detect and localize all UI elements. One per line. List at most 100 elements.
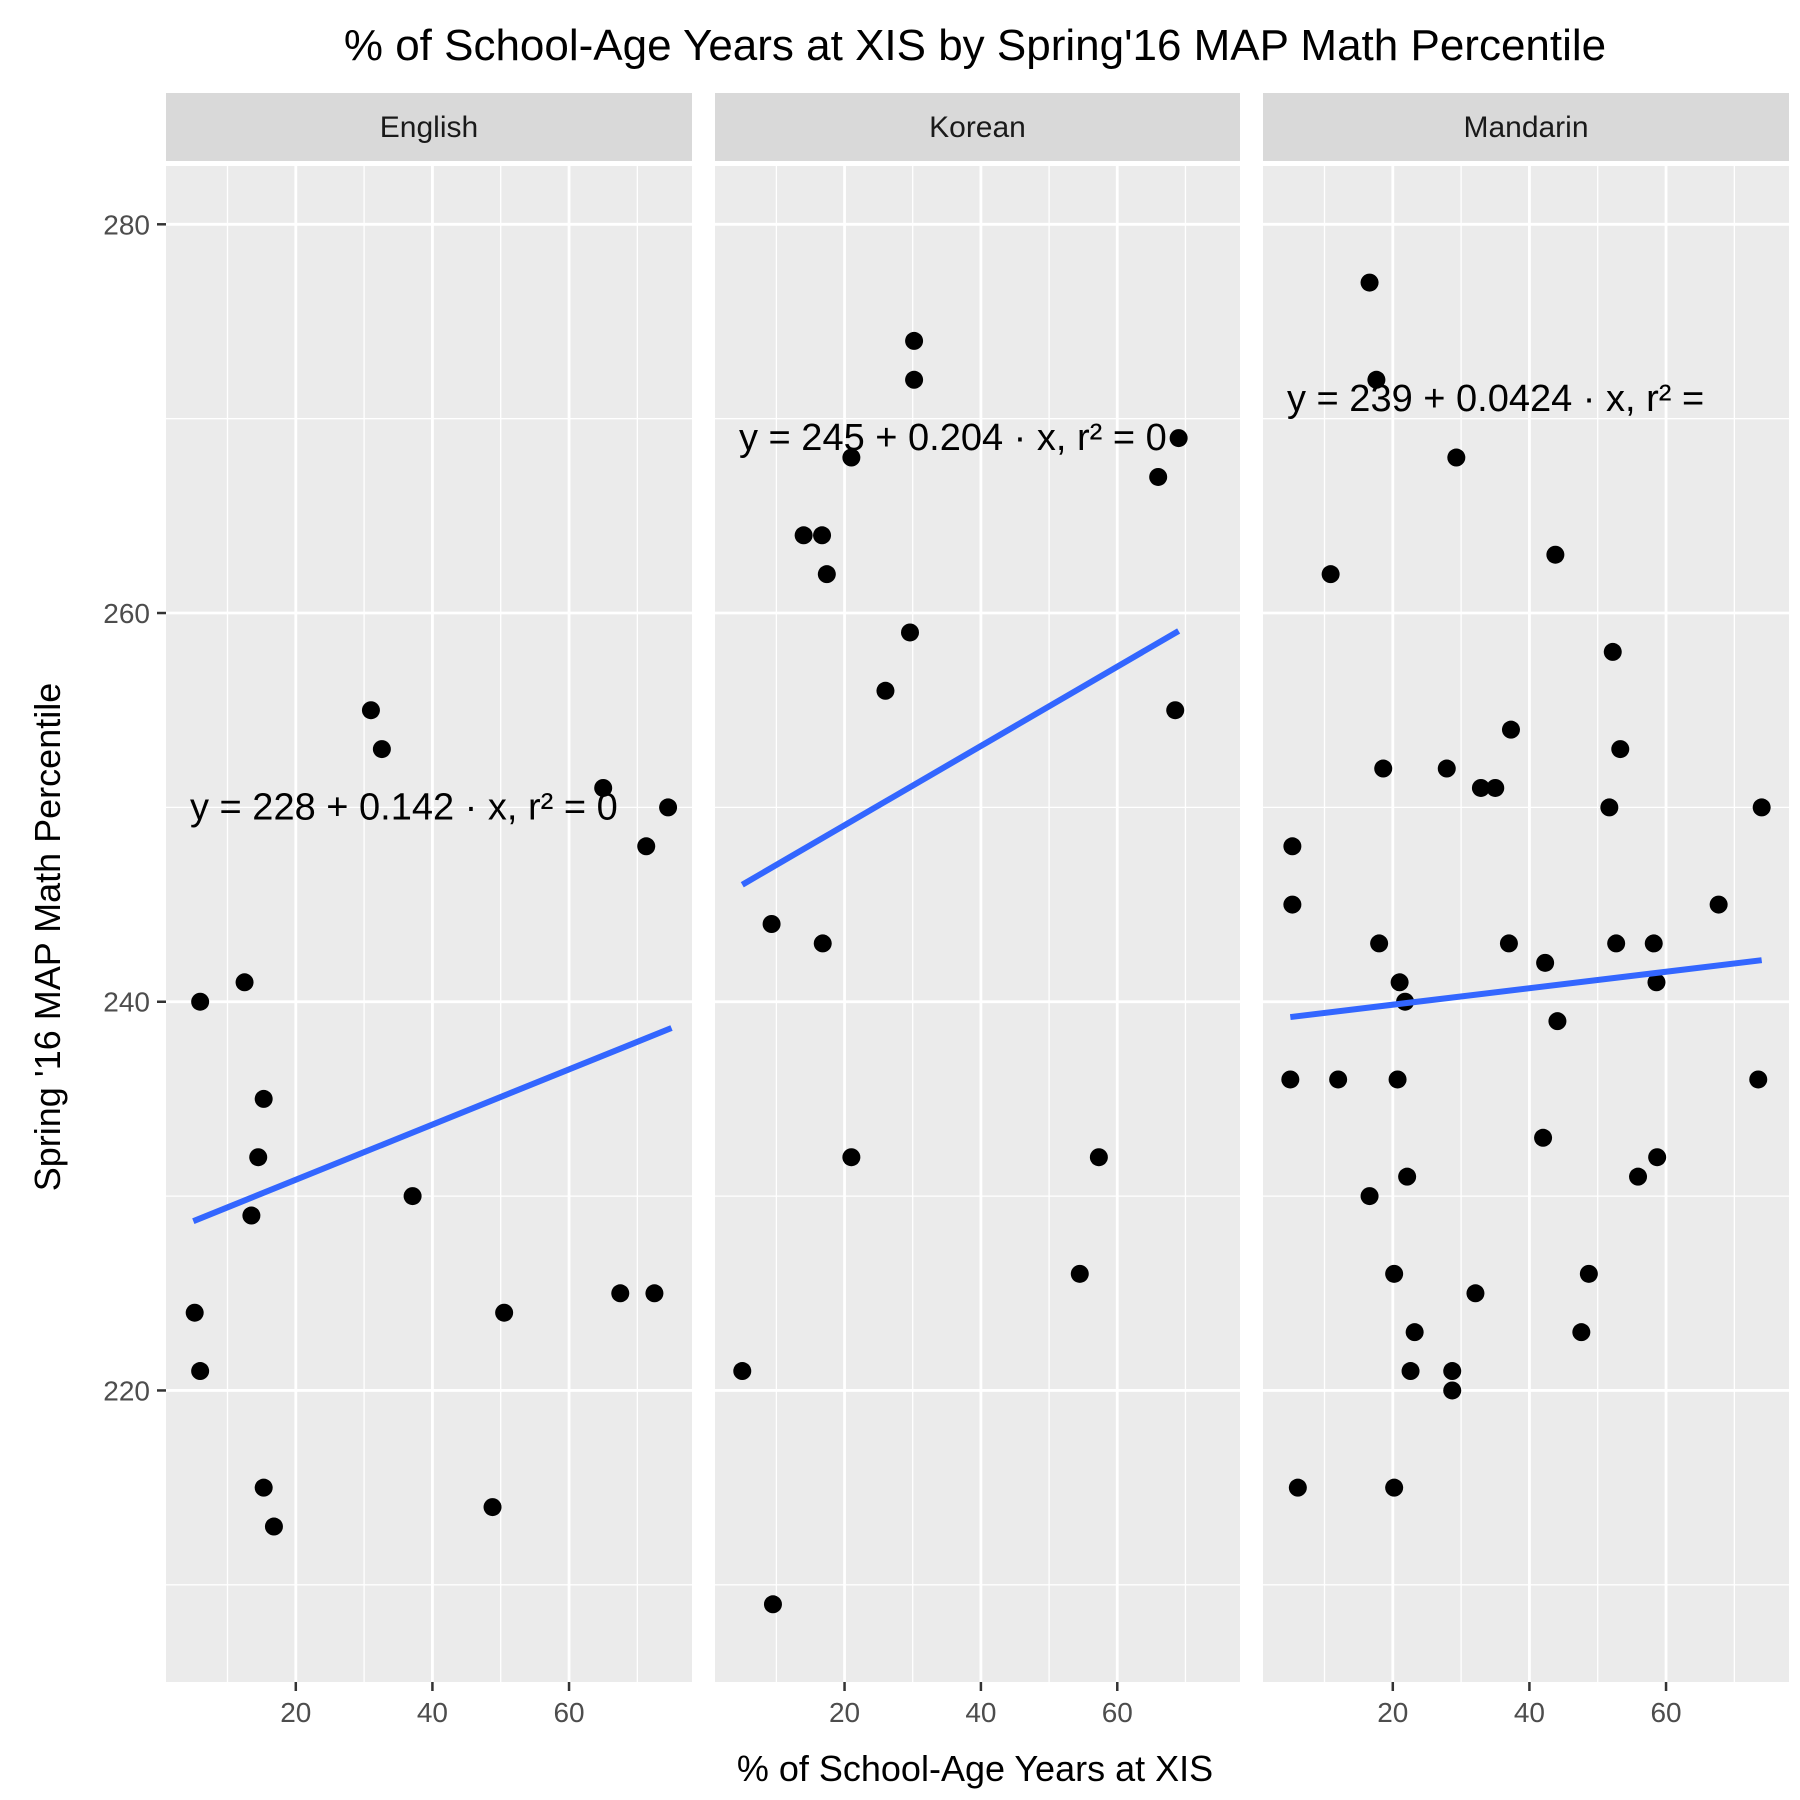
data-point	[1367, 370, 1386, 389]
data-point	[794, 526, 813, 545]
data-point	[1281, 1070, 1300, 1089]
data-point	[1390, 973, 1409, 992]
regression-line	[1289, 957, 1763, 1021]
chart-title: % of School-Age Years at XIS by Spring'1…	[344, 21, 1606, 70]
facet-mandarin: Mandarin y = 239 + 0.0424 · x, r² =	[1263, 93, 1789, 1682]
data-point	[403, 1187, 422, 1206]
data-point	[191, 1362, 210, 1381]
data-point	[1360, 1187, 1379, 1206]
x-tick-label: 40	[1514, 1697, 1545, 1728]
x-tick-label: 20	[280, 1697, 311, 1728]
data-point	[1501, 720, 1520, 739]
data-point	[813, 526, 832, 545]
data-point	[733, 1362, 752, 1381]
x-tick-label: 40	[417, 1697, 448, 1728]
data-point	[637, 837, 656, 856]
data-point	[1398, 1167, 1417, 1186]
data-point	[842, 1148, 861, 1167]
data-point	[495, 1303, 514, 1322]
data-point	[1644, 934, 1663, 953]
data-point	[235, 973, 254, 992]
data-point	[1283, 895, 1302, 914]
regression-equation: y = 245 + 0.204 · x, r² = 0	[739, 417, 1167, 459]
data-point	[1321, 565, 1340, 584]
data-point	[1405, 1323, 1424, 1342]
x-tick-label: 60	[553, 1697, 584, 1728]
x-tick-label: 60	[1650, 1697, 1681, 1728]
data-point	[1648, 1148, 1667, 1167]
data-point	[1629, 1167, 1648, 1186]
data-point	[1329, 1070, 1348, 1089]
data-point	[1611, 740, 1630, 759]
data-point	[1443, 1381, 1462, 1400]
data-point	[1437, 759, 1456, 778]
data-point	[1149, 467, 1168, 486]
data-point	[1374, 759, 1393, 778]
data-point	[1401, 1362, 1420, 1381]
data-point	[264, 1517, 283, 1536]
data-point	[905, 331, 924, 350]
data-point	[1466, 1284, 1485, 1303]
y-tick-label: 240	[103, 987, 150, 1018]
facet-panels: English y = 228 + 0.142 · x, r² = 0 Korean…	[166, 93, 1789, 1682]
data-point	[1388, 1070, 1407, 1089]
data-point	[1546, 545, 1565, 564]
x-axis-english: 20 40 60	[280, 1682, 585, 1728]
facet-korean: Korean y = 245 + 0.204 · x, r² = 0	[715, 93, 1240, 1682]
x-tick-label: 60	[1102, 1697, 1133, 1728]
data-point	[1603, 642, 1622, 661]
x-tick-label: 20	[829, 1697, 860, 1728]
data-point	[762, 915, 781, 933]
data-point	[901, 623, 919, 642]
x-axis-mandarin: 20 40 60	[1377, 1682, 1682, 1728]
data-point	[1283, 837, 1302, 856]
data-point	[659, 798, 678, 817]
data-point	[1385, 1478, 1404, 1497]
regression-line	[192, 1025, 673, 1224]
data-point	[1070, 1264, 1089, 1283]
data-point	[1752, 798, 1771, 817]
data-point	[1600, 798, 1619, 817]
facet-strip-label: Mandarin	[1463, 111, 1588, 144]
facet-strip-label: English	[380, 111, 478, 144]
data-point	[1548, 1012, 1567, 1031]
data-point	[813, 934, 832, 953]
y-tick-label: 280	[103, 209, 150, 240]
facet-strip-label: Korean	[929, 111, 1026, 144]
y-tick-label: 260	[103, 598, 150, 629]
data-point	[1089, 1148, 1108, 1167]
data-point	[645, 1284, 664, 1303]
data-point	[254, 1478, 273, 1497]
data-point	[1534, 1128, 1553, 1147]
data-point	[483, 1498, 502, 1517]
regression-equation: y = 239 + 0.0424 · x, r² =	[1287, 378, 1704, 420]
data-point	[185, 1303, 204, 1322]
data-point	[611, 1284, 630, 1303]
data-point	[242, 1206, 261, 1225]
facet-strip	[715, 93, 1240, 161]
data-point	[1443, 1362, 1462, 1381]
x-axis-korean: 20 40 60	[829, 1682, 1133, 1728]
data-point	[1166, 701, 1185, 720]
panel-background	[166, 166, 692, 1682]
data-point	[594, 778, 613, 797]
data-point	[1536, 953, 1555, 972]
data-point	[249, 1148, 268, 1167]
data-point	[1447, 448, 1466, 467]
data-point	[1370, 934, 1389, 953]
data-point	[763, 1595, 782, 1614]
y-axis: 220 240 260 280	[103, 209, 166, 1406]
x-tick-label: 40	[965, 1697, 996, 1728]
data-point	[905, 370, 924, 389]
data-point	[817, 565, 836, 584]
data-point	[1749, 1070, 1768, 1089]
x-tick-label: 20	[1377, 1697, 1408, 1728]
facet-english: English y = 228 + 0.142 · x, r² = 0	[166, 93, 692, 1682]
x-axis-title: % of School-Age Years at XIS	[737, 1748, 1213, 1789]
data-point	[1486, 778, 1505, 797]
data-point	[1385, 1264, 1404, 1283]
data-point	[1647, 973, 1666, 992]
data-point	[1471, 778, 1490, 797]
y-tick-label: 220	[103, 1375, 150, 1406]
